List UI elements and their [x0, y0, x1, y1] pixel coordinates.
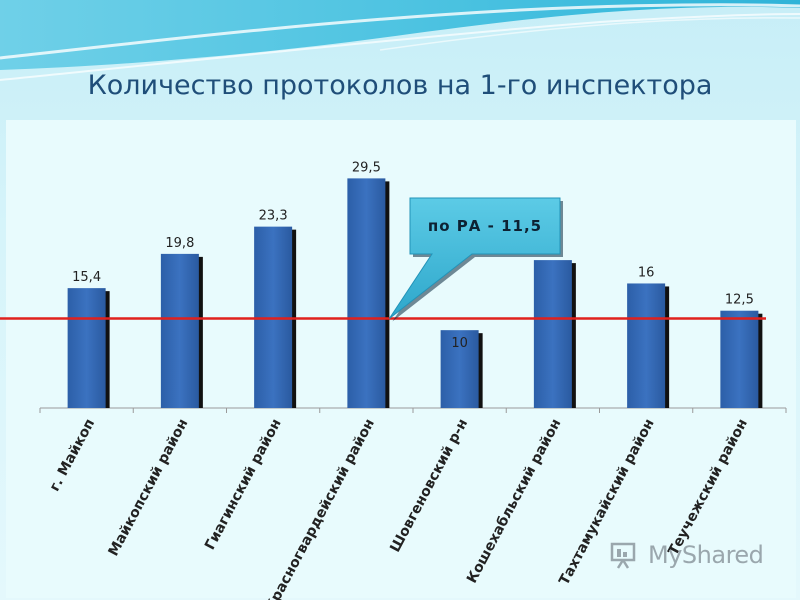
category-label: Гиагинский район	[202, 416, 285, 552]
category-label: Красногвардейский район	[263, 416, 378, 600]
bar	[720, 310, 759, 408]
bar	[160, 253, 199, 408]
average-callout	[388, 197, 561, 319]
bar	[67, 288, 106, 408]
data-label: 29,5	[352, 160, 381, 175]
data-label: 15,4	[72, 270, 101, 285]
bar	[440, 330, 479, 408]
watermark-text: MyShared	[648, 541, 764, 569]
category-label: Шовгеновский р-н	[387, 416, 471, 555]
bar	[627, 283, 666, 408]
data-label: 10	[451, 336, 468, 351]
presentation-board-icon	[610, 542, 636, 569]
callout-text: по РА - 11,5	[428, 217, 542, 235]
bar	[347, 178, 386, 408]
category-label: Кошехабльский район	[464, 416, 564, 586]
data-label: 12,5	[725, 293, 754, 308]
category-label: Теучежский район	[665, 416, 751, 558]
chart-title: Количество протоколов на 1-го инспектора	[87, 70, 713, 101]
data-label: 19,8	[165, 236, 194, 251]
watermark: MyShared	[608, 540, 764, 570]
data-label: 23,3	[259, 209, 288, 224]
category-label: Майкопский район	[106, 416, 192, 558]
category-label: г. Майкоп	[47, 416, 98, 494]
data-label: 16	[638, 265, 655, 280]
bar	[533, 260, 572, 408]
